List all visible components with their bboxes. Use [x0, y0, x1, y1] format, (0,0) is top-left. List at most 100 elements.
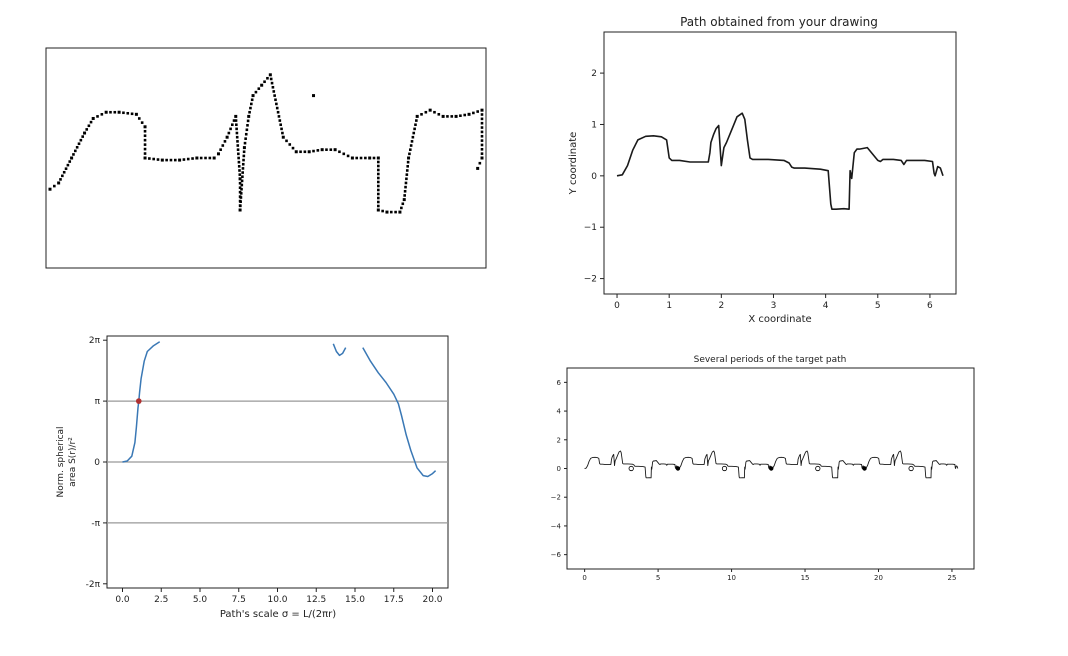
drawing-point	[186, 157, 190, 161]
path-y-tick-label: 1	[591, 120, 597, 130]
drawing-point	[299, 150, 302, 154]
drawing-point	[104, 110, 108, 114]
drawing-point	[260, 83, 264, 87]
path-x-tick-label: 0	[614, 301, 620, 311]
drawing-point	[241, 167, 245, 170]
drawing-point	[83, 131, 87, 135]
drawing-point	[476, 110, 479, 113]
drawing-point	[307, 150, 311, 154]
spherical-x-tick-label: 5.0	[193, 595, 208, 605]
drawing-point	[476, 166, 480, 170]
drawing-point	[241, 162, 245, 166]
drawing-point	[216, 152, 220, 156]
drawing-point	[268, 73, 272, 77]
drawing-point	[277, 115, 281, 118]
drawing-point	[122, 111, 125, 115]
periods-x-tick-label: 15	[801, 574, 810, 582]
drawing-point	[405, 169, 409, 172]
drawing-point	[276, 110, 280, 114]
drawing-point	[377, 184, 380, 188]
drawing-point	[235, 127, 238, 131]
drawing-point	[246, 119, 250, 123]
periods-x-tick-label: 10	[727, 574, 736, 582]
drawing-point	[377, 168, 380, 172]
drawing-point	[140, 121, 144, 124]
drawing-point	[281, 135, 285, 139]
drawing-point	[91, 116, 95, 120]
path-series-line	[616, 112, 944, 210]
drawing-point	[143, 138, 147, 142]
spherical-y-tick-label: -2π	[86, 580, 101, 590]
path-ticks-layer: 0 1 2 3 4 5 6 −2 −1 0 1 2	[584, 69, 933, 311]
drawing-point	[415, 114, 419, 118]
drawing-point	[173, 158, 177, 162]
period-midpoint-marker	[628, 465, 634, 472]
drawing-point	[316, 149, 320, 152]
drawing-point	[350, 156, 354, 160]
path-y-tick-label: 0	[591, 172, 597, 182]
drawing-point	[381, 209, 384, 213]
drawing-point	[480, 113, 484, 116]
drawing-point	[96, 115, 99, 118]
spherical-ticks-layer: 0.0 2.5 5.0 7.5 10.0 12.5 15.0 17.5 20.0 2π π 0 -π -2…	[86, 336, 443, 605]
period-boundary-marker	[862, 466, 867, 471]
spherical-y-tick-label: 2π	[89, 336, 101, 346]
drawing-point	[62, 170, 66, 174]
drawing-point	[250, 98, 254, 102]
drawing-point	[143, 129, 147, 133]
drawing-point	[236, 140, 239, 143]
drawing-point	[232, 119, 236, 122]
drawing-points-layer	[48, 73, 484, 214]
drawing-point	[68, 160, 72, 163]
drawing-point	[74, 149, 77, 153]
drawing-point	[294, 150, 298, 154]
drawing-point	[231, 123, 234, 127]
drawing-point	[280, 127, 283, 131]
drawing-point	[410, 140, 414, 143]
drawing-point	[424, 110, 428, 114]
drawing-point	[143, 147, 147, 151]
drawing-point	[480, 134, 484, 138]
drawing-point	[152, 157, 155, 161]
drawing-point	[394, 210, 397, 214]
periods-x-tick-label: 20	[874, 574, 883, 582]
path-y-tick-label: −2	[584, 275, 597, 285]
drawing-point	[235, 135, 239, 139]
several-periods-panel: Several periods of the target path 0 5 10 1…	[551, 355, 975, 582]
drawing-point	[117, 110, 121, 114]
drawing-point	[229, 127, 232, 131]
drawing-point	[235, 123, 238, 127]
drawing-point	[377, 160, 380, 164]
spherical-x-axis-label: Path's scale σ = L/(2πr)	[220, 609, 336, 620]
spherical-series-line	[122, 341, 437, 478]
drawing-point	[270, 81, 274, 85]
periods-x-tick-label: 5	[656, 574, 660, 582]
drawing-point	[48, 187, 52, 191]
drawing-panel[interactable]	[45, 47, 487, 269]
drawing-point	[64, 167, 68, 170]
drawing-point	[406, 165, 409, 168]
periods-y-tick-label: 6	[557, 379, 562, 387]
drawing-point	[467, 112, 471, 116]
drawing-point	[195, 156, 199, 160]
drawing-point	[459, 114, 462, 118]
drawing-point	[405, 173, 409, 176]
spherical-x-tick-label: 17.5	[384, 595, 404, 605]
drawing-point	[291, 146, 295, 150]
drawing-point	[134, 112, 138, 116]
drawing-point	[376, 208, 380, 212]
path-y-tick-label: 2	[591, 69, 597, 79]
drawing-point	[178, 158, 182, 162]
drawing-point	[320, 148, 324, 152]
drawing-point	[75, 146, 79, 149]
drawing-point	[242, 150, 246, 154]
spherical-x-tick-label: 10.0	[267, 595, 287, 605]
drawing-point	[238, 169, 241, 172]
drawing-point	[480, 121, 484, 125]
drawing-point	[238, 208, 242, 212]
drawing-point	[248, 110, 251, 114]
drawing-point	[244, 137, 247, 140]
drawing-point	[236, 148, 240, 151]
